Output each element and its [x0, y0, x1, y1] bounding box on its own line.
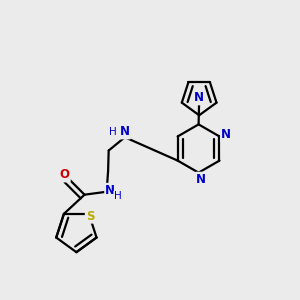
Text: N: N: [221, 128, 231, 142]
Text: N: N: [105, 184, 115, 197]
Text: N: N: [120, 125, 130, 139]
Text: N: N: [196, 172, 206, 186]
Text: S: S: [86, 210, 94, 223]
Text: O: O: [60, 169, 70, 182]
Text: H: H: [109, 127, 117, 137]
Text: N: N: [194, 92, 204, 104]
Text: H: H: [114, 191, 122, 201]
